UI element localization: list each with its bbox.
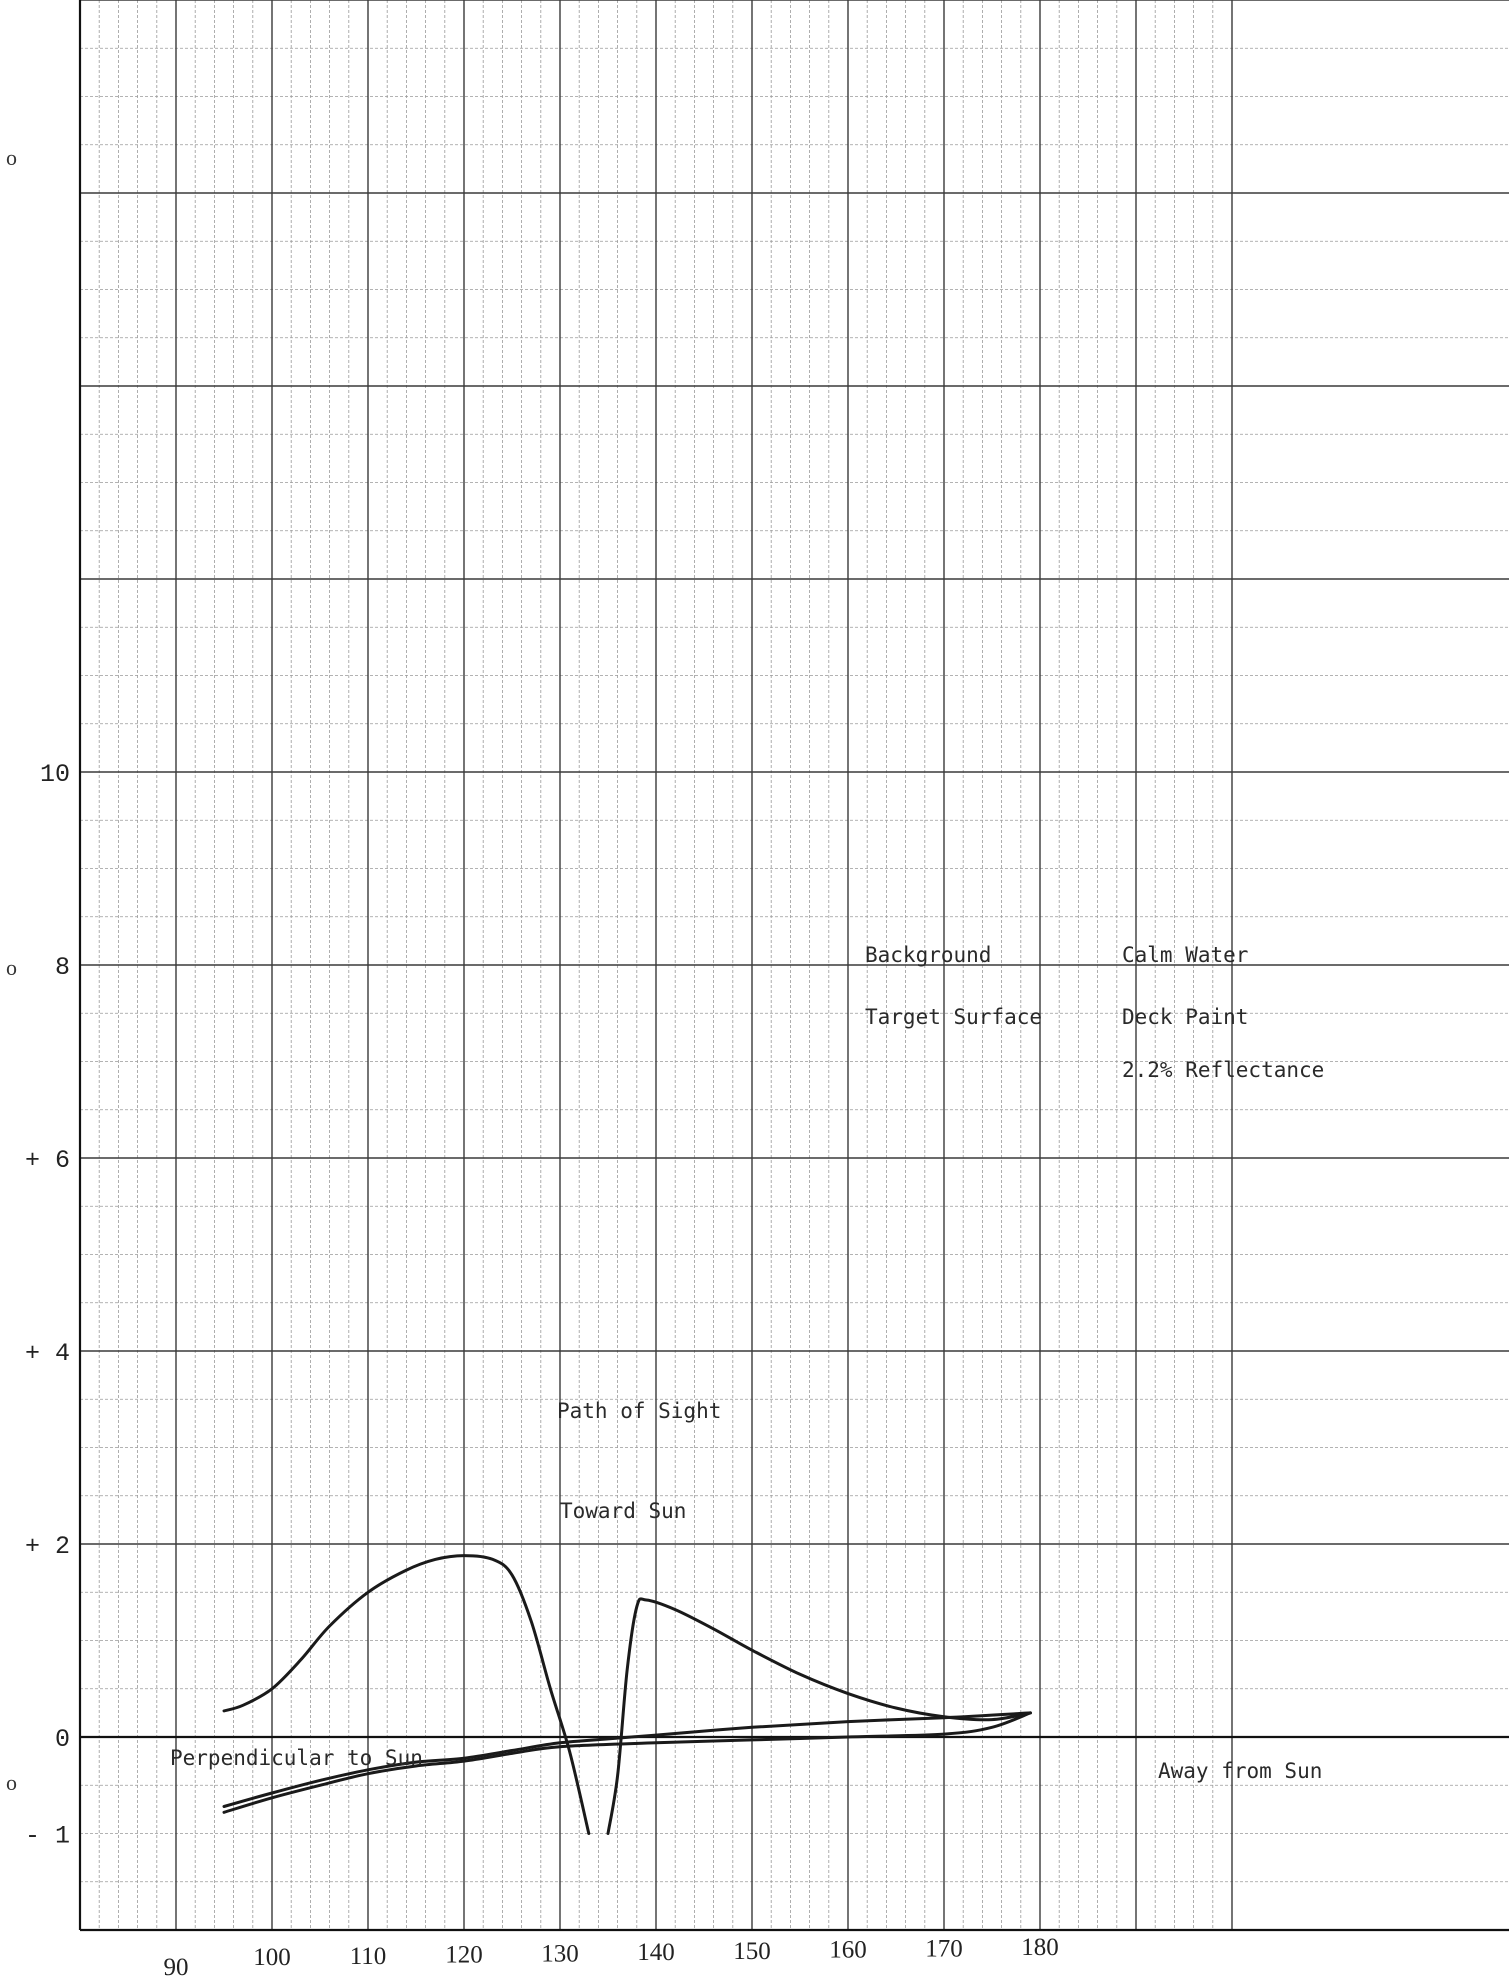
y-tick-label: 0 — [55, 1725, 70, 1754]
reflectance-label: 2.2% Reflectance — [1122, 1058, 1324, 1082]
series-line — [222, 1711, 1032, 1814]
y-tick-label: + 6 — [25, 1146, 70, 1175]
y-tick-label: + 4 — [25, 1339, 70, 1368]
toward-sun-label: Toward Sun — [560, 1499, 686, 1523]
x-tick-label: 130 — [541, 1940, 579, 1967]
y-tick-label: 10 — [40, 760, 70, 789]
chart-annotations: Background Calm Water Target Surface Dec… — [170, 943, 1324, 1783]
series-line — [222, 1711, 1032, 1808]
y-tick-label: + 2 — [25, 1532, 70, 1561]
x-tick-label: 160 — [829, 1937, 867, 1964]
margin-marks: o o o — [6, 145, 17, 1795]
x-tick-label: 180 — [1021, 1934, 1059, 1961]
target-surface-label: Target Surface — [865, 1005, 1042, 1029]
margin-mark: o — [6, 1770, 17, 1795]
series-line — [606, 1597, 1032, 1835]
perpendicular-label: Perpendicular to Sun — [170, 1746, 423, 1770]
series-line — [222, 1554, 591, 1835]
path-of-sight-label: Path of Sight — [557, 1399, 721, 1423]
background-label: Background — [865, 943, 991, 967]
margin-mark: o — [6, 955, 17, 980]
x-tick-label: 120 — [445, 1942, 483, 1969]
y-tick-label: 8 — [55, 953, 70, 982]
x-tick-labels: 90 100 110 120 130 140 150 160 170 180 — [164, 1934, 1059, 1981]
y-tick-label: - 1 — [25, 1822, 70, 1851]
data-series — [222, 1554, 1032, 1835]
margin-mark: o — [6, 145, 17, 170]
x-tick-label: 170 — [925, 1935, 963, 1962]
x-tick-label: 100 — [253, 1944, 291, 1971]
y-tick-labels: 10 8 + 6 + 4 + 2 0 - 1 — [25, 760, 70, 1851]
x-tick-label: 90 — [164, 1954, 189, 1981]
x-tick-label: 150 — [733, 1938, 771, 1965]
away-from-sun-label: Away from Sun — [1158, 1759, 1322, 1783]
x-tick-label: 110 — [350, 1943, 387, 1970]
x-tick-label: 140 — [637, 1939, 675, 1966]
background-value: Calm Water — [1122, 943, 1248, 967]
target-surface-value: Deck Paint — [1122, 1005, 1248, 1029]
